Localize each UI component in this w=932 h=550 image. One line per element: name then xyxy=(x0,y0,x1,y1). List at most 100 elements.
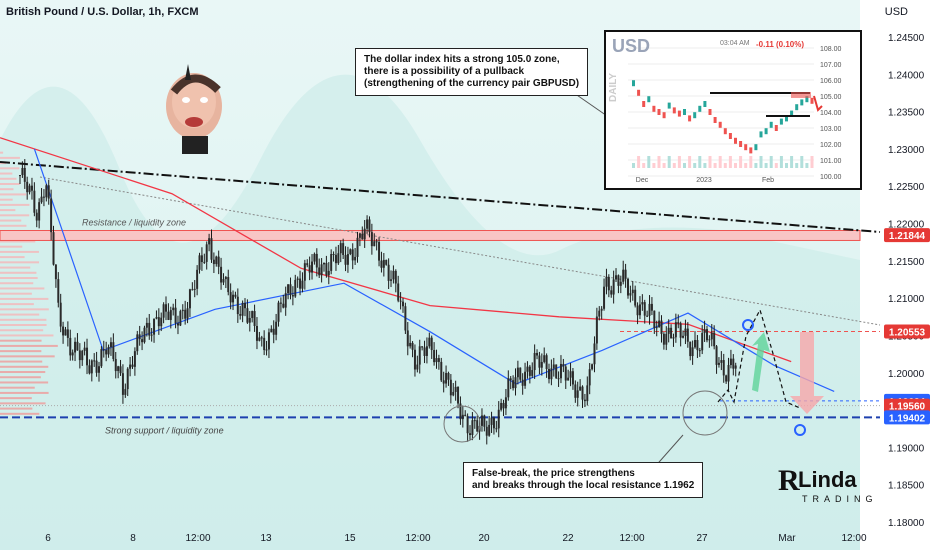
avatar xyxy=(160,62,232,163)
candle-body xyxy=(569,371,572,378)
candle-body xyxy=(643,302,646,316)
candle-body xyxy=(418,346,421,365)
candle-body xyxy=(315,253,318,268)
candle-body xyxy=(258,337,261,341)
inset-x-tick: Dec xyxy=(636,177,649,184)
candle-body xyxy=(550,368,553,380)
candle-body xyxy=(612,279,615,295)
candle-body xyxy=(440,361,443,381)
candle-body xyxy=(334,254,337,264)
candle-body xyxy=(660,320,663,334)
candle-body xyxy=(385,259,388,265)
candle-body xyxy=(624,269,627,279)
candle-body xyxy=(454,386,457,392)
candle-body xyxy=(196,269,199,289)
inset-candle xyxy=(779,118,783,125)
candle-body xyxy=(81,350,84,361)
volume-profile-bar xyxy=(0,240,36,243)
breakout-callout: False-break, the price strengthens and b… xyxy=(463,462,704,498)
candle-body xyxy=(521,379,524,386)
candle-body xyxy=(363,228,366,240)
candle-body xyxy=(401,301,404,307)
y-tick-label: 1.24000 xyxy=(888,70,925,81)
inset-volume-bar xyxy=(703,163,707,168)
inset-candle xyxy=(754,144,758,151)
price-tag-label: 1.19402 xyxy=(889,413,926,424)
volume-profile-bar xyxy=(0,219,22,222)
volume-profile-bar xyxy=(0,376,41,379)
candle-body xyxy=(476,420,479,432)
candle-body xyxy=(595,316,598,344)
inset-volume-bar xyxy=(667,156,671,168)
volume-profile-bar xyxy=(0,334,54,337)
inset-y-tick: 103.00 xyxy=(820,126,842,133)
candle-body xyxy=(720,360,723,363)
candle-body xyxy=(97,366,100,373)
candle-body xyxy=(102,349,105,351)
candle-body xyxy=(253,311,256,326)
candle-body xyxy=(397,283,400,301)
candle-body xyxy=(394,270,397,284)
inset-volume-bar xyxy=(698,156,702,168)
inset-volume-bar xyxy=(769,156,773,168)
candle-body xyxy=(148,322,151,336)
candle-body xyxy=(344,255,347,265)
candle-body xyxy=(619,281,622,286)
volume-profile-bar xyxy=(0,297,49,300)
candle-body xyxy=(220,266,223,283)
candle-body xyxy=(66,329,69,338)
candle-body xyxy=(325,262,328,276)
candle-body xyxy=(531,370,534,376)
inset-candle xyxy=(652,105,656,112)
candle-body xyxy=(255,325,258,341)
inset-candle xyxy=(728,133,732,139)
candle-body xyxy=(38,202,41,221)
candle-body xyxy=(332,254,335,256)
candle-body xyxy=(583,399,586,402)
candle-body xyxy=(411,342,414,350)
inset-candle xyxy=(764,128,768,135)
inset-candle xyxy=(769,121,773,128)
volume-profile-bar xyxy=(0,271,37,274)
volume-profile-bar xyxy=(0,182,20,185)
inset-candle xyxy=(632,80,635,87)
candle-body xyxy=(629,293,632,296)
inset-volume-bar xyxy=(739,156,743,168)
candle-body xyxy=(665,333,668,345)
inset-period: DAILY xyxy=(608,72,619,102)
price-tag-label: 1.19560 xyxy=(889,402,926,413)
candle-body xyxy=(567,377,570,381)
candle-body xyxy=(356,237,359,257)
breakout-note-line-1: False-break, the price strengthens xyxy=(472,468,635,479)
volume-profile-bar xyxy=(0,407,33,410)
volume-profile-bar xyxy=(0,365,49,368)
candle-body xyxy=(469,433,472,436)
candle-body xyxy=(62,326,65,336)
volume-profile-bar xyxy=(0,203,30,206)
candle-body xyxy=(330,254,333,271)
candle-body xyxy=(413,349,416,370)
inset-volume-bar xyxy=(749,156,753,168)
volume-profile-bar xyxy=(0,193,27,196)
candle-body xyxy=(653,310,656,328)
candle-body xyxy=(260,337,263,339)
candle-body xyxy=(313,253,316,262)
candle-body xyxy=(160,317,163,327)
candle-body xyxy=(667,327,670,334)
x-tick-label: 6 xyxy=(45,533,51,544)
inset-volume-bar xyxy=(810,156,814,168)
candle-body xyxy=(655,327,658,329)
candle-body xyxy=(555,364,558,379)
volume-profile-bar xyxy=(0,371,46,374)
volume-profile-bar xyxy=(0,329,44,332)
inset-volume-bar xyxy=(688,156,692,168)
volume-profile-bar xyxy=(0,313,40,316)
inset-volume-bar xyxy=(662,163,666,168)
candle-body xyxy=(236,296,239,315)
x-tick-label: Mar xyxy=(778,533,796,544)
inset-volume-bar xyxy=(800,156,804,168)
up-arrow xyxy=(752,332,770,392)
candle-body xyxy=(705,329,708,341)
candle-body xyxy=(165,304,168,312)
